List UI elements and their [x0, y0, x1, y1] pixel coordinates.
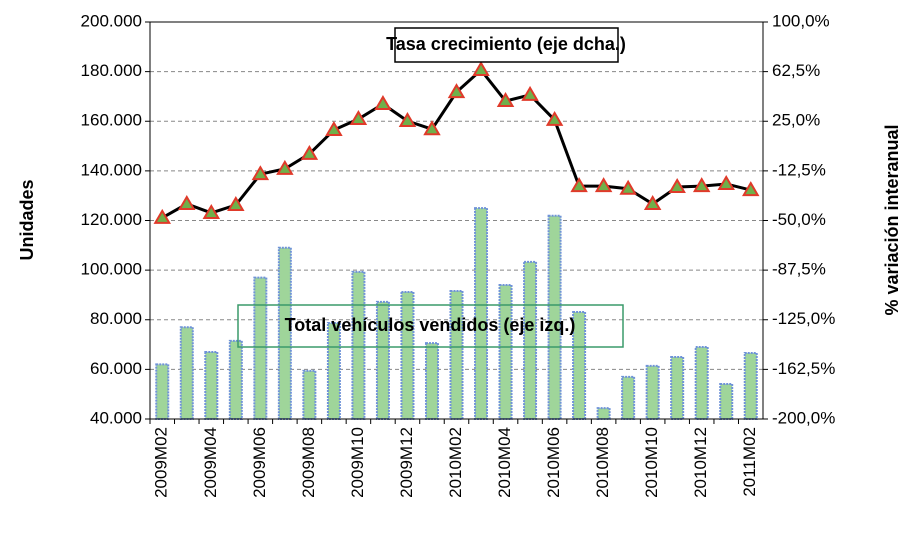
legend-label: Tasa crecimiento (eje dcha.) [386, 34, 626, 54]
bar [719, 383, 734, 420]
x-tick-label: 2010M06 [544, 427, 563, 498]
bar [621, 375, 636, 421]
x-tick-label: 2009M02 [152, 427, 171, 498]
y2-tick-label: -12,5% [772, 160, 826, 179]
marker [178, 194, 196, 210]
bar [179, 326, 194, 421]
y-tick-label: 120.000 [81, 210, 142, 229]
plot-frame [149, 21, 764, 420]
legend-box [394, 27, 619, 63]
y2-tick-label: -87,5% [772, 260, 826, 279]
marker [325, 120, 343, 136]
y-axis-label: Unidades [17, 179, 37, 260]
bar [596, 407, 611, 420]
y2-tick-label: -125,0% [772, 309, 835, 328]
y-tick-label: 200.000 [81, 11, 142, 30]
x-tick-label: 2009M04 [201, 427, 220, 498]
bar [155, 363, 170, 421]
marker [594, 177, 613, 193]
marker [717, 174, 735, 190]
x-tick-label: 2010M10 [642, 427, 661, 498]
bar [547, 214, 562, 420]
marker [227, 196, 245, 212]
y2-tick-label: 62,5% [772, 61, 820, 80]
marker [398, 112, 417, 127]
bar [400, 290, 415, 420]
marker [153, 208, 172, 224]
bar [351, 270, 366, 420]
marker [374, 95, 392, 111]
marker [276, 159, 294, 175]
x-tick-label: 2009M10 [348, 427, 367, 498]
x-tick-label: 2010M02 [446, 427, 465, 498]
marker [570, 177, 588, 193]
marker [521, 85, 539, 101]
bar [645, 364, 660, 420]
marker [496, 92, 515, 108]
x-tick-label: 2009M06 [250, 427, 269, 498]
bar [204, 351, 219, 421]
y2-tick-label: -50,0% [772, 210, 826, 229]
y2-tick-label: -162,5% [772, 359, 835, 378]
legend-box [237, 304, 624, 348]
y-tick-label: 100.000 [81, 260, 142, 279]
marker [692, 177, 711, 193]
marker [619, 179, 637, 195]
bar [670, 355, 685, 420]
y2-tick-label: 25,0% [772, 111, 820, 130]
x-tick-label: 2010M04 [495, 427, 514, 498]
x-tick-label: 2009M12 [397, 427, 416, 498]
marker [668, 178, 686, 194]
bar [449, 289, 464, 420]
y-tick-label: 80.000 [90, 309, 142, 328]
y2-axis-label: % variación interanual [882, 124, 902, 315]
bar [228, 339, 243, 421]
y-tick-label: 60.000 [90, 359, 142, 378]
x-tick-label: 2010M12 [691, 427, 710, 498]
bar [474, 207, 489, 420]
bar [424, 342, 439, 421]
marker [643, 194, 662, 210]
y-tick-label: 180.000 [81, 61, 142, 80]
y-tick-label: 160.000 [81, 111, 142, 130]
marker [447, 83, 466, 99]
marker [251, 165, 270, 181]
bar [743, 351, 758, 420]
legend-label: Total vehículos vendidos (eje izq.) [285, 315, 576, 335]
y2-tick-label: 100,0% [772, 11, 830, 30]
bar [302, 369, 317, 420]
marker [545, 110, 564, 126]
y-tick-label: 140.000 [81, 160, 142, 179]
y-tick-label: 40.000 [90, 408, 142, 427]
bar [694, 346, 709, 421]
marker [472, 61, 490, 77]
marker [349, 110, 368, 125]
x-tick-label: 2011M02 [740, 427, 759, 497]
bar [253, 276, 268, 420]
marker [202, 203, 221, 219]
bar [523, 260, 538, 421]
marker [741, 181, 760, 197]
marker [423, 120, 441, 136]
marker [300, 144, 319, 160]
bar [326, 321, 341, 420]
y2-tick-label: -200,0% [772, 408, 835, 427]
x-tick-label: 2010M08 [593, 427, 612, 498]
x-tick-label: 2009M08 [299, 427, 318, 498]
